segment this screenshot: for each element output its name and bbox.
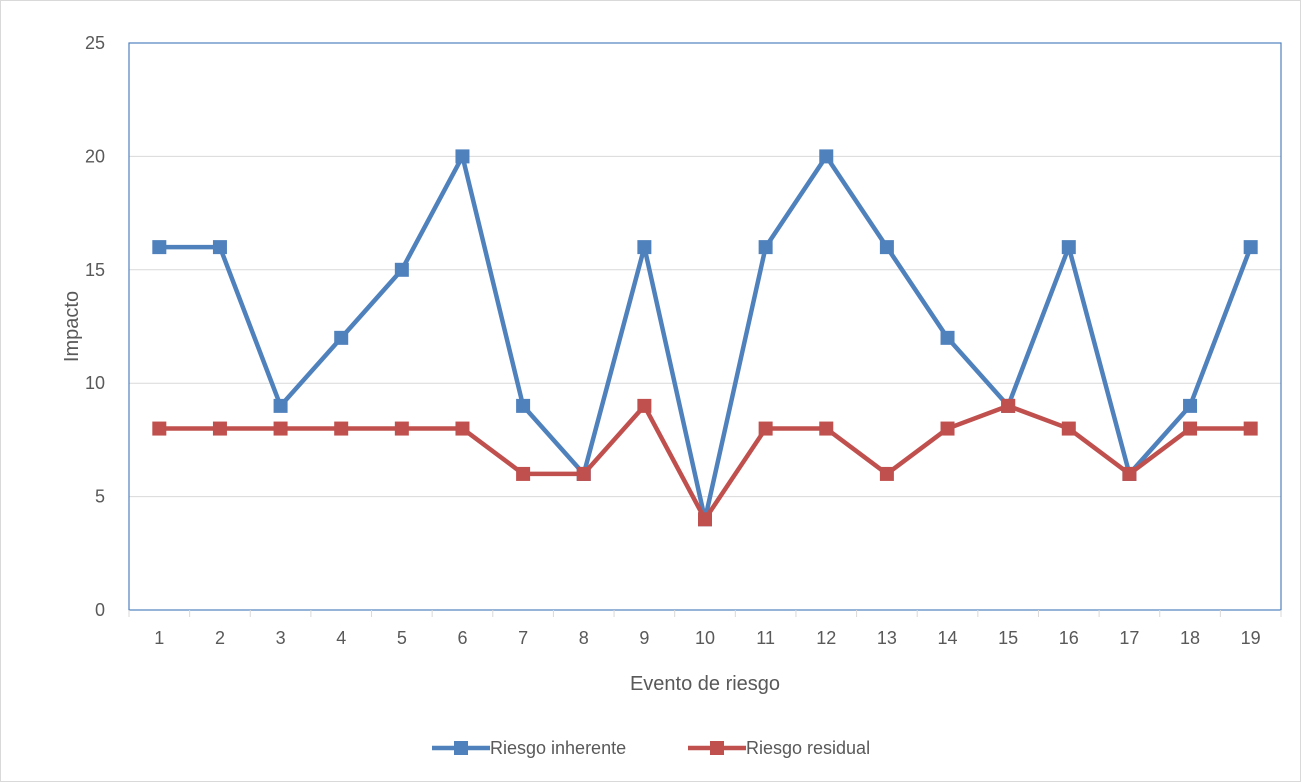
x-axis-tick-marks — [128, 610, 1282, 617]
data-point-marker — [819, 421, 834, 436]
y-axis-tick-labels: 0 5 10 15 20 25 — [85, 33, 105, 620]
x-tick-label: 1 — [154, 628, 164, 648]
data-point-marker — [273, 421, 288, 436]
y-tick-label: 15 — [85, 260, 105, 280]
data-point-marker — [212, 240, 227, 255]
data-point-marker — [455, 421, 470, 436]
data-point-marker — [758, 240, 773, 255]
x-tick-label: 13 — [877, 628, 897, 648]
x-tick-label: 18 — [1180, 628, 1200, 648]
legend-marker — [454, 741, 468, 755]
data-point-marker — [637, 240, 652, 255]
series-line — [159, 403, 1251, 522]
data-point-marker — [879, 466, 894, 481]
x-tick-label: 9 — [639, 628, 649, 648]
x-axis-tick-labels: 1 2 3 4 5 6 7 8 9 10 11 12 13 14 15 16 17 18 19 — [154, 628, 1260, 648]
x-tick-label: 4 — [336, 628, 346, 648]
legend-label: Riesgo residual — [746, 738, 870, 758]
y-tick-label: 10 — [85, 373, 105, 393]
x-tick-label: 12 — [816, 628, 836, 648]
series-residual — [152, 398, 1258, 527]
x-tick-label: 6 — [457, 628, 467, 648]
data-point-marker — [334, 421, 349, 436]
data-point-marker — [152, 240, 167, 255]
data-point-marker — [1183, 421, 1198, 436]
plot-area-border — [128, 42, 1282, 611]
data-point-marker — [516, 466, 531, 481]
data-point-marker — [819, 149, 834, 164]
series-inherente — [152, 149, 1258, 527]
y-tick-label: 20 — [85, 146, 105, 166]
x-tick-label: 8 — [579, 628, 589, 648]
data-point-marker — [1243, 421, 1258, 436]
data-point-marker — [879, 240, 894, 255]
data-point-marker — [1183, 398, 1198, 413]
data-point-marker — [394, 262, 409, 277]
x-tick-label: 17 — [1119, 628, 1139, 648]
x-tick-label: 2 — [215, 628, 225, 648]
data-point-marker — [273, 398, 288, 413]
x-tick-label: 7 — [518, 628, 528, 648]
data-point-marker — [1061, 240, 1076, 255]
legend-marker — [710, 741, 724, 755]
data-point-marker — [394, 421, 409, 436]
data-point-marker — [1122, 466, 1137, 481]
y-axis-title: Impacto — [61, 291, 83, 362]
data-point-marker — [698, 512, 712, 527]
data-point-marker — [940, 421, 955, 436]
gridlines — [129, 155, 1281, 498]
x-axis-title: Evento de riesgo — [630, 673, 780, 695]
data-point-marker — [516, 398, 531, 413]
x-tick-label: 11 — [756, 628, 775, 648]
data-point-marker — [152, 421, 167, 436]
y-tick-label: 0 — [95, 600, 105, 620]
data-point-marker — [940, 330, 955, 345]
x-tick-label: 16 — [1059, 628, 1079, 648]
data-point-marker — [1243, 240, 1258, 255]
series-line — [159, 154, 1253, 522]
legend-label: Riesgo inherente — [490, 738, 626, 758]
x-tick-label: 10 — [695, 628, 715, 648]
legend: Riesgo inherente Riesgo residual — [432, 738, 870, 758]
y-tick-label: 5 — [95, 487, 105, 507]
data-point-marker — [758, 421, 773, 436]
data-point-marker — [455, 149, 470, 164]
x-tick-label: 14 — [938, 628, 958, 648]
x-tick-label: 3 — [276, 628, 286, 648]
data-point-marker — [212, 421, 227, 436]
data-point-marker — [1001, 398, 1016, 413]
series-group — [152, 149, 1258, 527]
x-tick-label: 5 — [397, 628, 407, 648]
x-tick-label: 19 — [1241, 628, 1261, 648]
legend-item-inherente: Riesgo inherente — [432, 738, 626, 758]
y-tick-label: 25 — [85, 33, 105, 53]
data-point-marker — [576, 466, 591, 481]
data-point-marker — [637, 398, 652, 413]
legend-item-residual: Riesgo residual — [688, 738, 870, 758]
x-tick-label: 15 — [998, 628, 1018, 648]
data-point-marker — [1061, 421, 1076, 436]
data-point-marker — [334, 330, 349, 345]
